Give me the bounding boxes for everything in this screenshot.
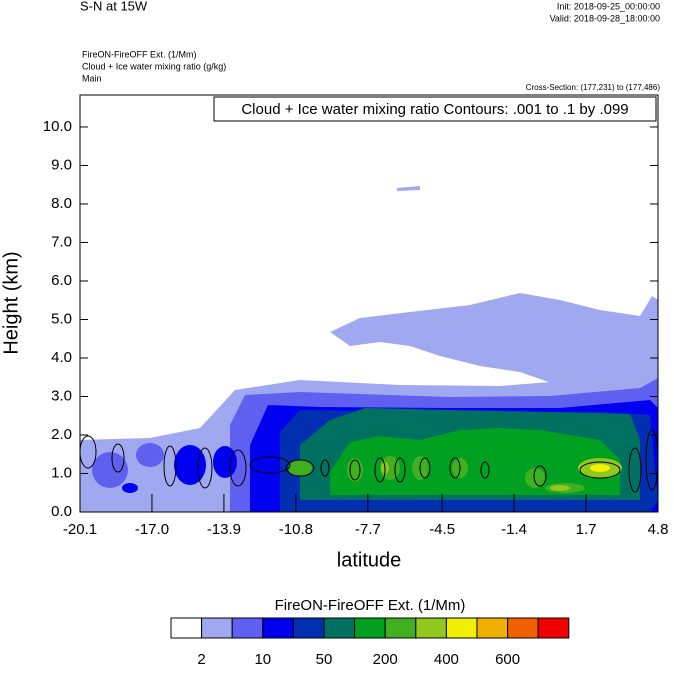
x-tick-label: -7.7 [355,521,381,538]
colorbar-label: 400 [434,651,459,668]
cross-section: Cross-Section: (177,231) to (177,486) [526,83,661,92]
field-label: FireON-FireOFF Ext. (1/Mm) [82,49,197,59]
x-tick-label: -10.8 [279,521,313,538]
valid-time: Valid: 2018-09-28_18:00:00 [550,13,660,23]
x-tick-label: -17.0 [135,521,169,538]
annotation-box [213,96,657,122]
colorbar-label: 200 [373,651,398,668]
colorbar-label: 10 [254,651,271,668]
colorbar-box [231,617,264,639]
y-tick-label: 0.0 [51,503,72,520]
colorbar-box [323,617,356,639]
y-tick-label: 8.0 [51,195,72,212]
y-axis-label: Height (km) [0,251,22,354]
contour-label: Cloud + Ice water mixing ratio (g/kg) [82,61,226,71]
colorbar-box [354,617,386,639]
x-tick-label: 1.7 [576,521,597,538]
colorbar-box [170,617,203,639]
colorbar-box [476,617,509,639]
field [79,186,659,512]
plot-frame [79,94,659,513]
init-time: Init: 2018-09-25_00:00:00 [557,1,660,11]
x-tick-label: 4.8 [648,521,669,538]
x-tick-label: -1.4 [501,521,527,538]
colorbar-label: 2 [197,651,205,668]
colorbar-box [415,617,447,639]
y-tick-label: 10.0 [43,118,72,135]
y-tick-label: 6.0 [51,272,72,289]
y-tick-label: 9.0 [51,156,72,173]
y-tick-label: 2.0 [51,426,72,443]
colorbar-box [262,617,294,639]
colorbar-box [384,617,417,639]
annotation: Cloud + Ice water mixing ratio Contours:… [241,101,628,118]
y-tick-label: 3.0 [51,387,72,404]
colorbar-box [537,617,570,639]
y-tick-label: 5.0 [51,310,72,327]
x-tick-label: -4.5 [429,521,455,538]
colorbar-box [201,617,233,639]
x-tick-label: -20.1 [63,521,97,538]
colorbar-box [445,617,478,639]
x-tick-label: -13.9 [207,521,241,538]
y-tick-label: 1.0 [51,464,72,481]
colorbar-label: 600 [495,651,520,668]
chart-title: S-N at 15W [80,0,148,13]
colorbar-title: FireON-FireOFF Ext. (1/Mm) [275,597,466,614]
run-label: Main [82,73,102,83]
x-axis-label: latitude [337,549,402,571]
y-tick-label: 7.0 [51,233,72,250]
y-tick-label: 4.0 [51,349,72,366]
colorbar-box [507,617,539,639]
colorbar-box [292,617,325,639]
colorbar-label: 50 [316,651,333,668]
